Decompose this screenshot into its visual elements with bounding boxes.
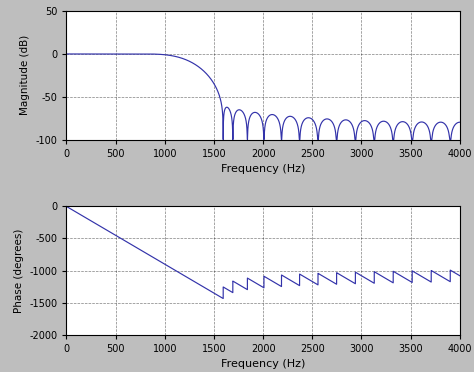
X-axis label: Frequency (Hz): Frequency (Hz) bbox=[221, 164, 305, 174]
X-axis label: Frequency (Hz): Frequency (Hz) bbox=[221, 359, 305, 369]
Y-axis label: Magnitude (dB): Magnitude (dB) bbox=[20, 35, 30, 115]
Y-axis label: Phase (degrees): Phase (degrees) bbox=[14, 228, 24, 313]
